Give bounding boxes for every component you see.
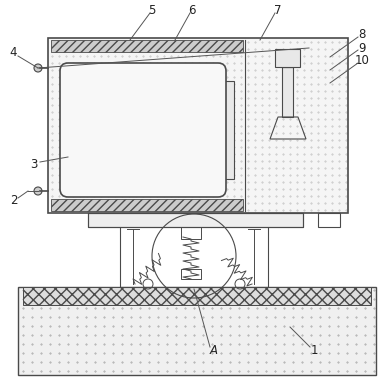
- Bar: [181, 227, 201, 239]
- Bar: [90, 215, 301, 225]
- Text: 2: 2: [10, 195, 18, 207]
- Circle shape: [34, 64, 42, 72]
- Bar: [120, 225, 268, 287]
- Text: 3: 3: [30, 158, 38, 172]
- Bar: [23, 287, 371, 305]
- Bar: [181, 269, 201, 279]
- Text: 10: 10: [355, 55, 369, 67]
- Text: 4: 4: [9, 46, 17, 60]
- Text: 6: 6: [188, 3, 196, 17]
- Bar: [51, 40, 243, 52]
- Bar: [88, 213, 303, 227]
- Bar: [18, 287, 376, 375]
- FancyBboxPatch shape: [60, 63, 226, 197]
- Text: A: A: [210, 343, 218, 357]
- Bar: [220, 81, 234, 179]
- Text: 5: 5: [148, 3, 156, 17]
- Bar: [88, 213, 303, 227]
- Bar: [318, 213, 340, 227]
- Circle shape: [34, 187, 42, 195]
- Text: 7: 7: [274, 3, 282, 17]
- Text: 1: 1: [310, 343, 318, 357]
- Bar: [18, 287, 376, 375]
- Bar: [48, 38, 348, 213]
- Text: 9: 9: [358, 41, 366, 55]
- Bar: [48, 38, 348, 213]
- Bar: [51, 199, 243, 211]
- Text: 8: 8: [358, 29, 366, 41]
- Bar: [275, 49, 300, 67]
- Bar: [282, 67, 293, 117]
